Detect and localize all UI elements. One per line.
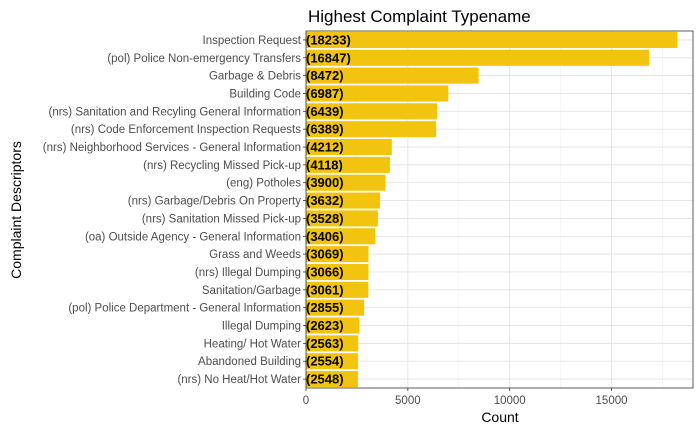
y-tick-label: (nrs) Code Enforcement Inspection Reques… bbox=[71, 124, 301, 136]
bar bbox=[306, 317, 360, 334]
data-label: (2554) bbox=[306, 354, 344, 369]
y-tick-label: Sanitation/Garbage bbox=[202, 285, 301, 297]
data-label: (2548) bbox=[306, 372, 344, 387]
data-label: (3061) bbox=[306, 282, 344, 297]
chart-title: Highest Complaint Typename bbox=[308, 7, 531, 26]
y-tick-label: (oa) Outside Agency - General Informatio… bbox=[85, 231, 301, 243]
bar bbox=[306, 174, 386, 191]
y-tick-label: (nrs) Garbage/Debris On Property bbox=[128, 196, 301, 208]
bar bbox=[306, 353, 359, 370]
bar bbox=[306, 156, 390, 173]
y-tick-label: (nrs) Sanitation and Recyling General In… bbox=[49, 106, 302, 118]
x-tick-label: 15000 bbox=[596, 395, 628, 407]
y-tick-label: Building Code bbox=[229, 88, 301, 100]
x-tick-label: 5000 bbox=[395, 395, 421, 407]
bar bbox=[306, 246, 369, 263]
bar bbox=[306, 49, 650, 66]
y-tick-label: (nrs) Neighborhood Services - General In… bbox=[43, 142, 301, 154]
data-label: (6987) bbox=[306, 86, 344, 101]
data-label: (6389) bbox=[306, 122, 344, 137]
x-tick-label: 10000 bbox=[494, 395, 526, 407]
bar bbox=[306, 299, 365, 316]
y-tick-label: Heating/ Hot Water bbox=[204, 338, 302, 350]
bar bbox=[306, 210, 378, 227]
bar bbox=[306, 103, 438, 120]
y-tick-label: (nrs) Sanitation Missed Pick-up bbox=[142, 213, 301, 225]
data-label: (18233) bbox=[306, 32, 351, 47]
y-axis-title: Complaint Descriptors bbox=[8, 141, 24, 279]
y-tick-label: (nrs) Illegal Dumping bbox=[195, 267, 301, 279]
bar bbox=[306, 67, 479, 84]
x-axis-title: Count bbox=[481, 409, 518, 425]
data-label: (8472) bbox=[306, 68, 344, 83]
y-tick-label: (nrs) Recycling Missed Pick-up bbox=[143, 160, 301, 172]
plot-area: (18233) Inspection Request (16847) (pol) Po… bbox=[43, 30, 694, 407]
plot-panel bbox=[306, 31, 693, 388]
bar bbox=[306, 228, 376, 245]
data-label: (3528) bbox=[306, 211, 344, 226]
bar bbox=[306, 138, 392, 156]
y-tick-label: (pol) Police Department - General Inform… bbox=[68, 303, 301, 315]
data-label: (4118) bbox=[306, 157, 343, 172]
bar bbox=[306, 335, 359, 352]
data-label: (2563) bbox=[306, 336, 344, 351]
data-label: (2855) bbox=[306, 300, 344, 315]
data-label: (3406) bbox=[306, 229, 344, 244]
bar bbox=[306, 121, 437, 138]
data-label: (16847) bbox=[306, 50, 351, 65]
y-tick-label: Inspection Request bbox=[203, 35, 302, 47]
x-tick-label: 0 bbox=[303, 395, 309, 407]
bar bbox=[306, 263, 369, 281]
data-label: (4212) bbox=[306, 140, 344, 155]
y-tick-label: (pol) Police Non-emergency Transfers bbox=[107, 53, 301, 65]
y-tick-label: Abandoned Building bbox=[198, 356, 301, 368]
bar bbox=[306, 85, 449, 102]
data-label: (2623) bbox=[306, 318, 344, 333]
data-label: (3900) bbox=[306, 175, 344, 190]
y-tick-label: (nrs) No Heat/Hot Water bbox=[177, 374, 301, 386]
bar bbox=[306, 31, 678, 48]
data-label: (6439) bbox=[306, 104, 344, 119]
y-tick-label: (eng) Potholes bbox=[226, 178, 301, 190]
y-tick-label: Illegal Dumping bbox=[222, 321, 301, 333]
bar bbox=[306, 371, 358, 388]
bar bbox=[306, 281, 369, 298]
y-tick-label: Garbage & Debris bbox=[209, 71, 301, 83]
data-label: (3069) bbox=[306, 247, 344, 262]
bar bbox=[306, 192, 380, 209]
y-tick-label: Grass and Weeds bbox=[209, 249, 301, 261]
plot-border bbox=[305, 30, 694, 389]
data-label: (3066) bbox=[306, 264, 344, 279]
data-label: (3632) bbox=[306, 193, 344, 208]
